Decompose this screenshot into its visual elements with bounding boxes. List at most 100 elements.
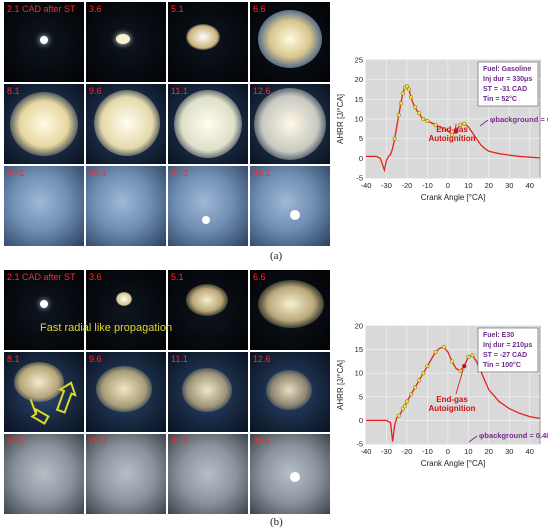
frame-label: 11.1 <box>171 354 188 364</box>
frame-label: 20.1 <box>7 168 25 178</box>
frame-label: 26.1 <box>89 436 107 446</box>
annotation-autoignition: Autoignition <box>428 404 475 413</box>
frame-a-11: 32.1 <box>168 166 248 246</box>
frame-label: 5.1 <box>171 272 184 282</box>
data-point <box>413 385 418 390</box>
data-point <box>413 105 418 110</box>
frame-a-3: 5.1 <box>168 2 248 82</box>
y-tick-label: 0 <box>359 416 363 425</box>
image-grid-b: 2.1 CAD after ST 3.6 5.1 6.6 8.1 9.6 11.… <box>4 270 330 514</box>
info-box-line: Tin = 52°C <box>483 95 517 103</box>
frame-label: 32.1 <box>171 168 189 178</box>
info-box-line: Inj dur = 210μs <box>483 342 532 349</box>
data-point <box>458 122 463 127</box>
frame-b-9: 20.1 <box>4 434 84 514</box>
x-tick-label: -30 <box>381 181 392 190</box>
frame-label: 12.6 <box>253 354 271 364</box>
frame-label: 8.1 <box>7 86 20 96</box>
frame-label: 12.6 <box>253 86 271 96</box>
propagation-arrows-icon <box>29 381 77 425</box>
x-tick-label: 10 <box>464 181 472 190</box>
x-tick-label: -30 <box>381 447 392 456</box>
frame-label: 6.6 <box>253 272 266 282</box>
x-tick-label: 20 <box>485 447 493 456</box>
frame-label: 2.1 CAD after ST <box>7 4 76 14</box>
frame-label: 3.6 <box>89 4 102 14</box>
image-grid-a: 2.1 CAD after ST 3.6 5.1 6.6 8.1 9.6 11.… <box>4 2 330 246</box>
y-tick-label: 20 <box>355 75 363 84</box>
frame-label: 9.6 <box>89 86 102 96</box>
x-tick-label: -40 <box>361 181 372 190</box>
y-tick-label: 5 <box>359 392 363 401</box>
y-tick-label: 5 <box>359 134 363 143</box>
data-point <box>441 345 446 350</box>
x-tick-label: 10 <box>464 447 472 456</box>
data-point <box>433 122 438 127</box>
x-tick-label: 30 <box>505 181 513 190</box>
frame-b-8: 12.6 <box>250 352 330 432</box>
annotation-end-gas: End-gas <box>436 395 468 404</box>
x-tick-label: 0 <box>446 181 450 190</box>
frame-b-10: 26.1 <box>86 434 166 514</box>
frame-b-2: 3.6 <box>86 270 166 350</box>
frame-label: 8.1 <box>7 354 20 364</box>
data-point <box>404 84 409 89</box>
frame-label: 26.1 <box>89 168 107 178</box>
info-box-line: Inj dur = 330μs <box>483 76 532 83</box>
y-tick-label: 0 <box>359 154 363 163</box>
y-tick-label: -5 <box>356 440 363 449</box>
y-tick-label: 25 <box>355 56 363 65</box>
frame-label: 9.6 <box>89 354 102 364</box>
ahrr-chart-a: -40 -30 -20 -10 0 10 20 30 40 -5 0 5 10 15 20 25 Crank A… <box>336 56 548 202</box>
frame-a-12: 38.1 <box>250 166 330 246</box>
data-point <box>392 136 397 141</box>
phi-annotation: φbackground = 0.36 <box>490 115 548 124</box>
frame-b-11: 32.1 <box>168 434 248 514</box>
x-tick-label: 0 <box>446 447 450 456</box>
data-point <box>421 116 426 122</box>
data-point <box>396 113 401 118</box>
y-axis-label: AHRR [J/°CA] <box>336 94 345 144</box>
x-axis-label: Crank Angle [°CA] <box>421 193 486 202</box>
data-point <box>470 353 475 358</box>
frame-a-10: 26.1 <box>86 166 166 246</box>
x-tick-label: -10 <box>422 447 433 456</box>
x-tick-label: -20 <box>402 181 413 190</box>
data-point <box>449 132 455 137</box>
frame-b-4: 6.6 <box>250 270 330 350</box>
data-point <box>402 404 407 409</box>
frame-a-2: 3.6 <box>86 2 166 82</box>
info-box-line: ST = -31 CAD <box>483 86 527 93</box>
frame-b-12: 38.1 <box>250 434 330 514</box>
frame-label: 38.1 <box>253 168 271 178</box>
data-point <box>408 95 414 100</box>
frame-label: 11.1 <box>171 86 188 96</box>
frame-a-4: 6.6 <box>250 2 330 82</box>
frame-a-1: 2.1 CAD after ST <box>4 2 84 82</box>
y-tick-label: 10 <box>355 115 363 124</box>
data-point <box>406 87 412 92</box>
frame-b-5: 8.1 <box>4 352 84 432</box>
annotation-end-gas: End-gas <box>436 125 468 134</box>
data-point <box>408 392 414 397</box>
data-point <box>421 371 426 376</box>
ahrr-chart-b: -40 -30 -20 -10 0 10 20 30 40 -5 0 5 10 15 20 Crank Ang… <box>336 322 548 468</box>
data-point <box>458 368 463 373</box>
data-point <box>396 413 401 418</box>
autoignition-point <box>462 363 467 369</box>
frame-label: 3.6 <box>89 272 102 282</box>
frame-b-6: 9.6 <box>86 352 166 432</box>
frame-b-7: 11.1 <box>168 352 248 432</box>
data-point <box>425 364 430 369</box>
info-box-line: ST = -27 CAD <box>483 352 527 359</box>
x-tick-label: 20 <box>485 181 493 190</box>
phi-arrow <box>479 119 489 127</box>
y-axis-label: AHRR [J/°CA] <box>336 360 345 410</box>
data-point <box>400 91 405 96</box>
x-tick-label: -10 <box>422 181 433 190</box>
annotation-arrow <box>455 369 464 395</box>
x-tick-label: -20 <box>402 447 413 456</box>
data-point <box>433 349 438 355</box>
phi-arrow <box>468 435 478 443</box>
frame-label: 5.1 <box>171 4 184 14</box>
